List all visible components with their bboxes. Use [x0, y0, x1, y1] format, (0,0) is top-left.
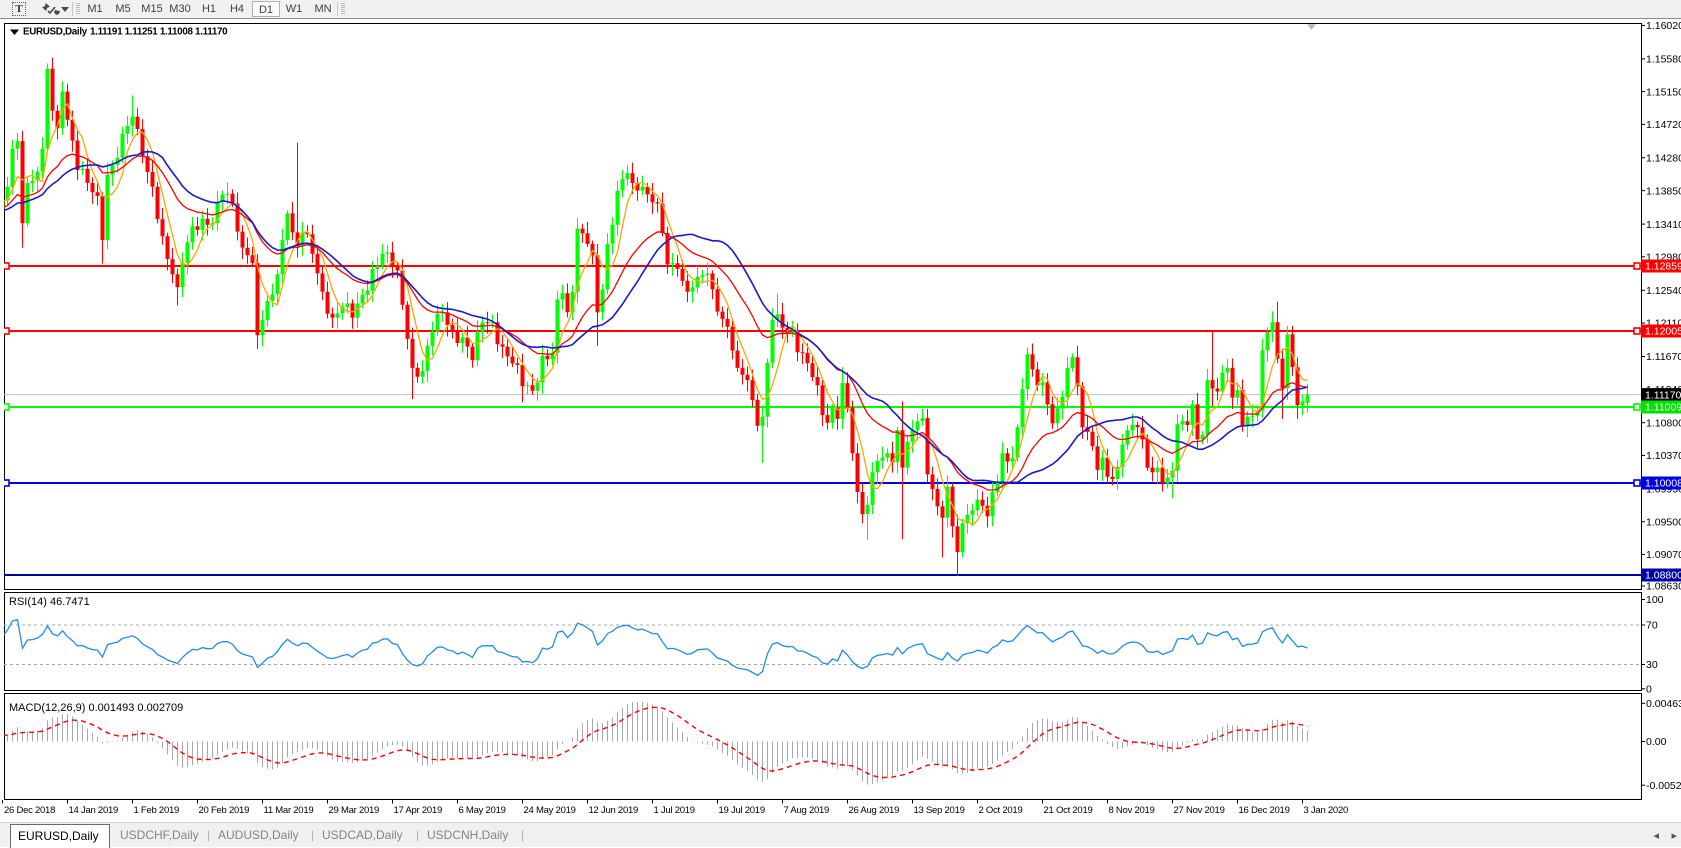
svg-text:1.14280: 1.14280	[1646, 153, 1681, 165]
svg-text:1 Jul 2019: 1 Jul 2019	[654, 805, 695, 816]
svg-text:19 Jul 2019: 19 Jul 2019	[719, 805, 765, 816]
svg-text:1.08630: 1.08630	[1646, 581, 1681, 593]
svg-text:1.09070: 1.09070	[1646, 549, 1681, 561]
svg-text:11 Mar 2019: 11 Mar 2019	[264, 805, 314, 816]
svg-text:0.00463: 0.00463	[1646, 698, 1681, 710]
svg-text:1.10800: 1.10800	[1646, 417, 1681, 429]
svg-text:70: 70	[1646, 620, 1658, 632]
svg-text:6 May 2019: 6 May 2019	[459, 805, 506, 816]
svg-text:1.11009: 1.11009	[1645, 402, 1681, 414]
svg-text:24 May 2019: 24 May 2019	[524, 805, 576, 816]
svg-text:1.10008: 1.10008	[1645, 478, 1681, 490]
svg-text:30: 30	[1646, 659, 1658, 671]
svg-text:1.16020: 1.16020	[1646, 20, 1681, 32]
svg-text:27 Nov 2019: 27 Nov 2019	[1174, 805, 1225, 816]
svg-text:1.12540: 1.12540	[1646, 285, 1681, 297]
svg-text:14 Jan 2019: 14 Jan 2019	[69, 805, 119, 816]
svg-text:1.14720: 1.14720	[1646, 119, 1681, 131]
svg-text:1.09500: 1.09500	[1646, 516, 1681, 528]
svg-text:RSI(14) 46.7471: RSI(14) 46.7471	[9, 596, 90, 608]
svg-text:26 Dec 2018: 26 Dec 2018	[4, 805, 55, 816]
svg-text:1.11170: 1.11170	[1645, 389, 1681, 401]
svg-text:1.15580: 1.15580	[1646, 54, 1681, 66]
svg-text:12 Jun 2019: 12 Jun 2019	[589, 805, 639, 816]
svg-text:1.12859: 1.12859	[1645, 261, 1681, 273]
svg-text:1.11191 1.11251 1.11008 1.1117: 1.11191 1.11251 1.11008 1.11170	[90, 27, 228, 38]
svg-text:20 Feb 2019: 20 Feb 2019	[199, 805, 250, 816]
svg-text:29 Mar 2019: 29 Mar 2019	[329, 805, 380, 816]
svg-text:7 Aug 2019: 7 Aug 2019	[784, 805, 830, 816]
svg-text:EURUSD,Daily: EURUSD,Daily	[23, 27, 88, 38]
svg-text:26 Aug 2019: 26 Aug 2019	[849, 805, 900, 816]
svg-text:13 Sep 2019: 13 Sep 2019	[914, 805, 965, 816]
svg-text:1.12005: 1.12005	[1645, 326, 1681, 338]
svg-text:2 Oct 2019: 2 Oct 2019	[979, 805, 1023, 816]
svg-text:1.15150: 1.15150	[1646, 86, 1681, 98]
svg-text:17 Apr 2019: 17 Apr 2019	[394, 805, 443, 816]
svg-text:1.11670: 1.11670	[1646, 351, 1681, 363]
svg-text:16 Dec 2019: 16 Dec 2019	[1239, 805, 1290, 816]
svg-text:8 Nov 2019: 8 Nov 2019	[1109, 805, 1155, 816]
svg-text:1 Feb 2019: 1 Feb 2019	[134, 805, 180, 816]
svg-text:-0.00529: -0.00529	[1646, 780, 1681, 792]
svg-text:1.13850: 1.13850	[1646, 185, 1681, 197]
svg-text:1.10370: 1.10370	[1646, 450, 1681, 462]
svg-text:1.08800: 1.08800	[1645, 570, 1681, 582]
svg-text:1.13410: 1.13410	[1646, 219, 1681, 231]
svg-text:21 Oct 2019: 21 Oct 2019	[1044, 805, 1093, 816]
svg-text:MACD(12,26,9) 0.001493 0.00270: MACD(12,26,9) 0.001493 0.002709	[9, 702, 183, 714]
svg-text:100: 100	[1646, 594, 1664, 606]
svg-text:0.00: 0.00	[1646, 736, 1667, 748]
svg-text:3 Jan 2020: 3 Jan 2020	[1304, 805, 1349, 816]
svg-text:0: 0	[1646, 684, 1652, 696]
